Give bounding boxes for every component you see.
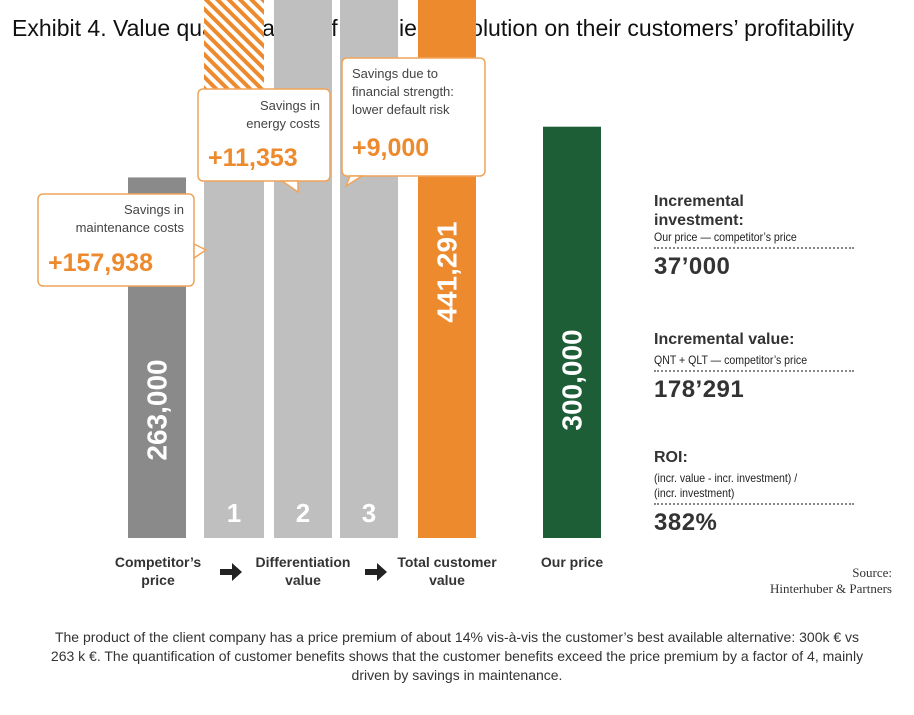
bar-number-label: 3 <box>362 498 376 528</box>
metric-heading: Incremental <box>654 193 744 210</box>
metric-value: 382% <box>654 509 718 536</box>
callout-value: +11,353 <box>208 144 298 172</box>
callout-label: financial strength: <box>352 84 454 99</box>
bar-value-label: 441,291 <box>432 221 463 322</box>
group-label: Total customer <box>397 554 497 570</box>
bar-value-label: 263,000 <box>142 359 173 460</box>
group-label: Differentiation <box>256 554 351 570</box>
callout-3: Savings due to financial strength: lower d… <box>341 57 486 188</box>
bar-value-label: 300,000 <box>557 329 588 430</box>
metric-subtext: Our price — competitor’s price <box>654 230 797 244</box>
arrow-right-icon <box>365 563 387 581</box>
callout-box <box>37 193 195 287</box>
bar-2 <box>274 0 332 539</box>
arrow-right-icon <box>220 563 242 581</box>
metric-incremental-value: Incremental value: QNT + QLT — competito… <box>654 330 854 404</box>
source-label: Source: <box>852 565 892 580</box>
dotted-divider <box>654 503 854 505</box>
metric-subtext: (incr. investment) <box>654 486 735 500</box>
callout-pointer <box>344 175 365 188</box>
group-label: Competitor’s <box>115 554 202 570</box>
metric-incremental-investment: Incremental investment: Our price — comp… <box>654 192 854 281</box>
callout-label: maintenance costs <box>76 220 185 235</box>
source-note: Source: Hinterhuber & Partners <box>770 565 892 597</box>
metric-roi: ROI: (incr. value - incr. investment) / … <box>654 448 854 537</box>
metric-subtext: (incr. value - incr. investment) / <box>654 471 798 485</box>
callout-label: Savings in <box>124 202 184 217</box>
metric-subtext: QNT + QLT — competitor’s price <box>654 353 808 367</box>
metric-heading: investment: <box>654 212 744 229</box>
callout-pointer <box>193 242 208 260</box>
group-label: Our price <box>541 554 603 570</box>
callout-pointer <box>279 180 299 194</box>
group-label: value <box>285 572 321 588</box>
callout-value: +157,938 <box>48 249 153 277</box>
bar-number-label: 1 <box>227 498 241 528</box>
callout-label: energy costs <box>246 116 320 131</box>
callout-1: Savings in maintenance costs +157,938 <box>37 193 208 287</box>
metric-heading: ROI: <box>654 449 688 466</box>
dotted-divider <box>654 247 854 249</box>
group-label: value <box>429 572 465 588</box>
dotted-divider <box>654 370 854 372</box>
callout-label: Savings in <box>260 98 320 113</box>
callout-box <box>341 57 486 177</box>
metric-value: 178’291 <box>654 376 745 403</box>
bar-number-label: 2 <box>296 498 310 528</box>
metric-heading: Incremental value: <box>654 331 795 348</box>
metric-value: 37’000 <box>654 253 731 280</box>
callout-label: lower default risk <box>352 102 450 117</box>
callout-label: Savings due to <box>352 66 438 81</box>
callout-2: Savings in energy costs +11,353 <box>197 88 331 194</box>
callout-box <box>197 88 331 182</box>
caption: The product of the client company has a … <box>50 629 864 683</box>
bar-5 <box>543 126 601 538</box>
source-name: Hinterhuber & Partners <box>769 581 892 596</box>
group-label: price <box>141 572 175 588</box>
callout-value: +9,000 <box>352 134 429 162</box>
bar-1 <box>204 177 264 538</box>
